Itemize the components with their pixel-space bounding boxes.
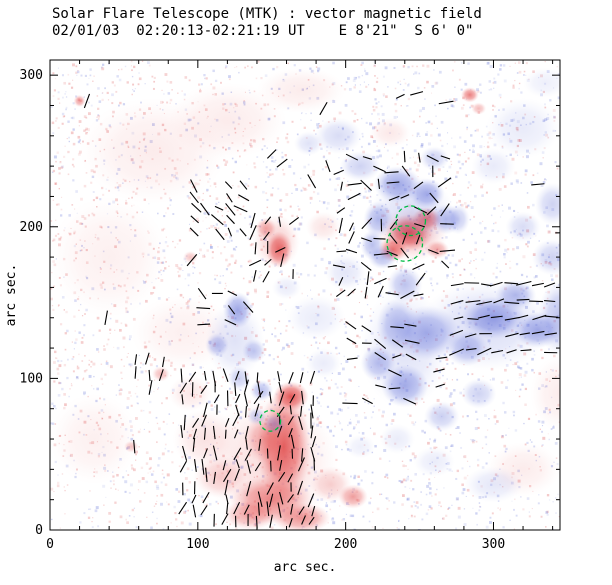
contour-circle [395, 205, 427, 237]
figure-subtitle: 02/01/03 02:20:13-02:21:19 UT E 8'21" S … [52, 23, 474, 39]
y-tick-label: 100 [20, 371, 43, 386]
magnetic-field-layer [50, 67, 560, 530]
y-axis-label: arc sec. [4, 263, 19, 327]
contour-circle [259, 409, 282, 432]
tick-labels: 0 100 200 300 0 100 200 300 [20, 68, 506, 552]
y-tick-label: 200 [20, 220, 43, 235]
x-tick-label: 0 [46, 537, 54, 552]
y-tick-label: 0 [35, 523, 43, 538]
figure-title: Solar Flare Telescope (MTK) : vector mag… [52, 6, 482, 22]
contour-layer [259, 205, 427, 432]
plot-frame [49, 59, 561, 531]
x-tick-label: 100 [186, 537, 209, 552]
x-tick-label: 200 [334, 537, 357, 552]
x-axis-label: arc sec. [273, 560, 337, 575]
x-tick-label: 300 [482, 537, 505, 552]
contour-circle [386, 225, 424, 262]
y-tick-label: 300 [20, 68, 43, 83]
